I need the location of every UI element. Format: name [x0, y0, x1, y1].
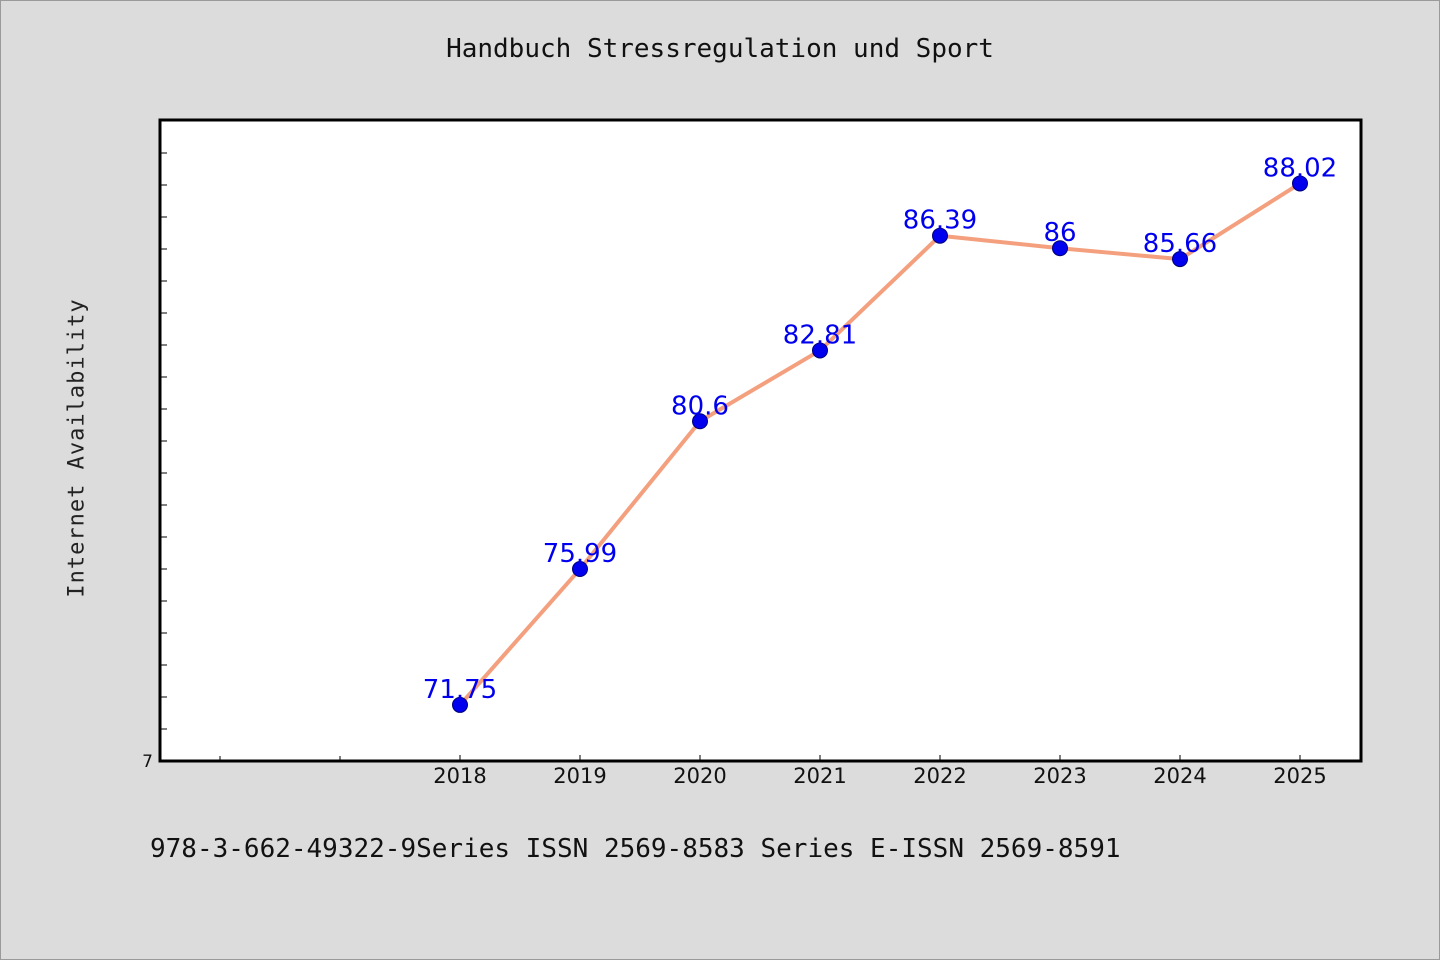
data-point	[1172, 251, 1188, 268]
data-label: 85.66	[1143, 229, 1217, 259]
data-points-group	[452, 175, 1308, 713]
data-point	[812, 342, 828, 359]
footer-isbn-issn: 978-3-662-49322-9Series ISSN 2569-8583 S…	[150, 834, 1121, 864]
series-line	[458, 181, 1302, 707]
series-line-group	[458, 181, 1302, 707]
data-label: 80.6	[671, 391, 729, 421]
data-label: 88.02	[1263, 153, 1337, 183]
data-labels-group: 71.75 75.99 80.6 82.81 86.39 86 85.66 88.02	[423, 153, 1337, 704]
x-tick-label: 2020	[673, 764, 726, 788]
data-label: 75.99	[543, 539, 617, 569]
data-label: 71.75	[423, 675, 497, 705]
data-point	[572, 561, 588, 578]
x-tick-label: 2023	[1033, 764, 1086, 788]
x-tick-label: 2024	[1153, 764, 1206, 788]
x-tick-label: 2019	[553, 764, 606, 788]
data-label: 82.81	[783, 320, 857, 350]
plot-area	[158, 118, 1363, 763]
x-tick-label: 2025	[1273, 764, 1326, 788]
data-point	[1052, 240, 1068, 257]
chart-title: Handbuch Stressregulation und Sport	[446, 34, 994, 64]
data-point	[1292, 175, 1308, 192]
data-label: 86.39	[903, 206, 977, 236]
data-point	[692, 413, 708, 430]
y-axis-ticks: 7	[142, 152, 167, 772]
data-point	[452, 696, 468, 713]
x-tick-label: 2021	[793, 764, 846, 788]
x-tick-label: 2018	[433, 764, 486, 788]
x-axis-ticks: 2018 2019 2020 2021 2022 2023 2024 2025	[219, 755, 1327, 788]
x-tick-label: 2022	[913, 764, 966, 788]
data-label: 86	[1043, 218, 1076, 248]
data-point	[932, 227, 948, 244]
y-tick-label: 7	[142, 752, 153, 772]
